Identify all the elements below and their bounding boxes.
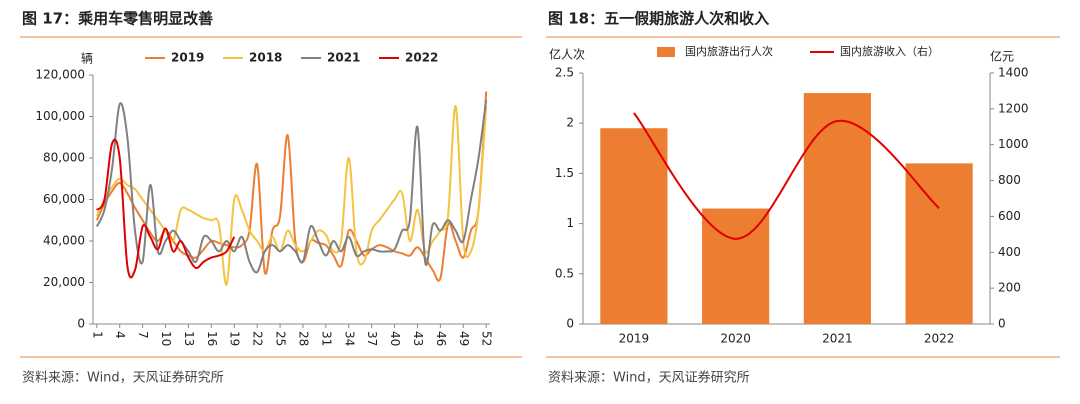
x-tick-label: 4: [113, 331, 127, 339]
y2-tick-label: 600: [998, 209, 1021, 223]
x-tick-label: 2020: [720, 332, 751, 346]
legend-label: 2019: [171, 51, 204, 65]
x-tick-label: 28: [296, 331, 310, 346]
y2-tick-label: 1000: [998, 137, 1029, 151]
y2-tick-label: 1200: [998, 101, 1029, 115]
x-tick-label: 49: [457, 331, 471, 346]
y-tick-label: 40,000: [43, 234, 85, 248]
y2-tick-label: 1400: [998, 66, 1029, 80]
y-tick-label: 60,000: [43, 192, 85, 206]
y-tick-label: 120,000: [35, 68, 85, 82]
bar: [905, 163, 973, 324]
x-tick-label: 2021: [822, 332, 853, 346]
legend-label: 2021: [327, 51, 360, 65]
source: 资料来源：Wind，天风证券研究所: [22, 370, 224, 386]
y-axis-label: 辆: [81, 52, 93, 66]
y-tick-label: 1.5: [555, 166, 574, 180]
x-tick-label: 40: [388, 331, 402, 346]
x-tick-label: 52: [480, 331, 494, 346]
legend-label: 国内旅游出行人次: [685, 44, 773, 58]
y-tick-label: 100,000: [35, 109, 85, 123]
data-line: [96, 138, 236, 279]
x-tick-label: 2019: [619, 332, 650, 346]
x-tick-label: 37: [365, 331, 379, 346]
legend-label: 国内旅游收入（右）: [840, 44, 939, 58]
y-axis-label: 亿人次: [549, 47, 585, 62]
x-tick-label: 7: [136, 331, 150, 339]
x-tick-label: 10: [159, 331, 173, 346]
y2-axis-label: 亿元: [990, 49, 1014, 64]
legend-label: 2022: [405, 51, 438, 65]
y-tick-label: 1: [566, 216, 574, 230]
y-tick-label: 0: [566, 317, 574, 331]
x-tick-label: 1: [90, 331, 104, 339]
x-tick-label: 2022: [924, 332, 955, 346]
bar: [803, 93, 871, 324]
x-tick-label: 22: [251, 331, 265, 346]
y-tick-label: 0: [77, 317, 85, 331]
x-tick-label: 46: [434, 331, 448, 346]
y-tick-label: 2: [566, 116, 574, 130]
y2-tick-label: 800: [998, 173, 1021, 187]
y-tick-label: 0.5: [555, 266, 574, 280]
x-tick-label: 31: [319, 331, 333, 346]
data-line: [95, 99, 488, 274]
x-tick-label: 19: [228, 331, 242, 346]
y2-tick-label: 0: [998, 317, 1006, 331]
y2-tick-label: 200: [998, 281, 1021, 295]
x-tick-label: 43: [411, 331, 425, 346]
bar: [600, 128, 668, 324]
figure-title: 图 18：五一假期旅游人次和收入: [548, 10, 769, 28]
y-tick-label: 2.5: [555, 66, 574, 80]
y2-tick-label: 400: [998, 245, 1021, 259]
legend-label: 2018: [249, 51, 282, 65]
y-tick-label: 80,000: [43, 151, 85, 165]
data-line: [633, 112, 940, 240]
x-tick-label: 25: [274, 331, 288, 346]
source: 资料来源：Wind，天风证券研究所: [548, 370, 750, 386]
figure-title: 图 17：乘用车零售明显改善: [22, 10, 213, 28]
x-tick-label: 34: [342, 331, 356, 346]
legend-swatch: [657, 47, 675, 57]
x-tick-label: 16: [205, 331, 219, 346]
x-tick-label: 13: [182, 331, 196, 346]
y-tick-label: 20,000: [43, 275, 85, 289]
